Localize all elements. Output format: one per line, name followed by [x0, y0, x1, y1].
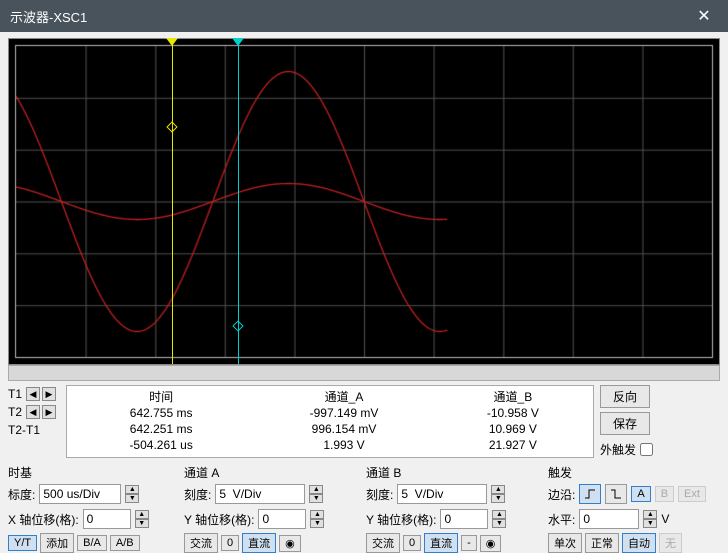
- oscilloscope-display[interactable]: [8, 38, 720, 365]
- chb-header: 通道 B: [366, 464, 544, 480]
- chb-yoff-input[interactable]: [440, 509, 488, 529]
- cursor-nav: T1 ◀ ▶ T2 ◀ ▶ T2-T1: [8, 385, 60, 458]
- hdr-time: 时间: [73, 388, 249, 405]
- chb-scale-input[interactable]: [397, 484, 487, 504]
- cursor-t2[interactable]: [238, 39, 239, 364]
- trig-level-input[interactable]: [579, 509, 639, 529]
- tb-scale-input[interactable]: [39, 484, 121, 504]
- cursor-t1[interactable]: [172, 39, 173, 364]
- t2-chb: 10.969 V: [439, 421, 587, 437]
- t2-right-button[interactable]: ▶: [42, 405, 56, 419]
- trig-src-ext[interactable]: Ext: [678, 486, 706, 502]
- t1-cha: -997.149 mV: [249, 405, 438, 421]
- edge-falling-icon[interactable]: [605, 484, 627, 504]
- titlebar: 示波器-XSC1 ✕: [0, 0, 728, 32]
- trig-src-a[interactable]: A: [631, 486, 650, 502]
- t1-chb: -10.958 V: [439, 405, 587, 421]
- cursor-t1-top-icon[interactable]: [166, 38, 178, 46]
- t2-time: 642.251 ms: [73, 421, 249, 437]
- reverse-button[interactable]: 反向: [600, 385, 650, 408]
- mode-add-button[interactable]: 添加: [40, 533, 74, 553]
- t2-label: T2: [8, 405, 24, 419]
- horizontal-scrollbar[interactable]: [8, 365, 720, 381]
- trig-level-label: 水平:: [548, 511, 575, 528]
- trig-level-unit: V: [661, 512, 669, 526]
- cha-header: 通道 A: [184, 464, 362, 480]
- chb-scale-label: 刻度:: [366, 486, 393, 503]
- ext-trigger-label: 外触发: [600, 441, 636, 458]
- t1-label: T1: [8, 387, 24, 401]
- cha-scale-input[interactable]: [215, 484, 305, 504]
- diff-chb: 21.927 V: [439, 437, 587, 453]
- hdr-cha: 通道_A: [249, 388, 438, 405]
- trig-header: 触发: [548, 464, 720, 480]
- ext-trigger-toggle[interactable]: 外触发: [600, 441, 653, 458]
- diff-time: -504.261 us: [73, 437, 249, 453]
- timebase-header: 时基: [8, 464, 180, 480]
- chb-yoff-label: Y 轴位移(格):: [366, 511, 436, 528]
- hdr-chb: 通道_B: [439, 388, 587, 405]
- diff-label: T2-T1: [8, 423, 40, 437]
- tb-scale-label: 标度:: [8, 486, 35, 503]
- tb-xoff-input[interactable]: [83, 509, 131, 529]
- save-button[interactable]: 保存: [600, 412, 650, 435]
- trig-src-b[interactable]: B: [655, 486, 674, 502]
- t1-left-button[interactable]: ◀: [26, 387, 40, 401]
- edge-rising-icon[interactable]: [579, 484, 601, 504]
- cha-yoff-input[interactable]: [258, 509, 306, 529]
- t2-cha: 996.154 mV: [249, 421, 438, 437]
- t2-left-button[interactable]: ◀: [26, 405, 40, 419]
- t1-time: 642.755 ms: [73, 405, 249, 421]
- cha-yoff-stepper[interactable]: ▲▼: [310, 510, 324, 528]
- tb-xoff-label: X 轴位移(格):: [8, 511, 79, 528]
- chb-dc-button[interactable]: 直流: [424, 533, 458, 553]
- cha-dc-button[interactable]: 直流: [242, 533, 276, 553]
- waveform-canvas: [9, 39, 719, 364]
- chb-ac-button[interactable]: 交流: [366, 533, 400, 553]
- tb-xoff-stepper[interactable]: ▲▼: [135, 510, 149, 528]
- cursor-t2-top-icon[interactable]: [232, 38, 244, 46]
- trig-edge-label: 边沿:: [548, 486, 575, 503]
- chb-scale-stepper[interactable]: ▲▼: [491, 485, 505, 503]
- trig-normal-button[interactable]: 正常: [585, 533, 619, 553]
- trig-level-stepper[interactable]: ▲▼: [643, 510, 657, 528]
- chb-yoff-stepper[interactable]: ▲▼: [492, 510, 506, 528]
- trig-auto-button[interactable]: 自动: [622, 533, 656, 553]
- t1-right-button[interactable]: ▶: [42, 387, 56, 401]
- cha-yoff-label: Y 轴位移(格):: [184, 511, 254, 528]
- trig-none-button[interactable]: 无: [659, 533, 682, 553]
- diff-cha: 1.993 V: [249, 437, 438, 453]
- cha-scale-stepper[interactable]: ▲▼: [309, 485, 323, 503]
- cha-ac-button[interactable]: 交流: [184, 533, 218, 553]
- window-title: 示波器-XSC1: [10, 7, 690, 26]
- ext-trigger-checkbox[interactable]: [640, 443, 653, 456]
- tb-scale-stepper[interactable]: ▲▼: [125, 485, 139, 503]
- close-icon[interactable]: ✕: [690, 2, 718, 30]
- readout-table: 时间 通道_A 通道_B 642.755 ms -997.149 mV -10.…: [66, 385, 594, 458]
- cha-scale-label: 刻度:: [184, 486, 211, 503]
- trig-single-button[interactable]: 单次: [548, 533, 582, 553]
